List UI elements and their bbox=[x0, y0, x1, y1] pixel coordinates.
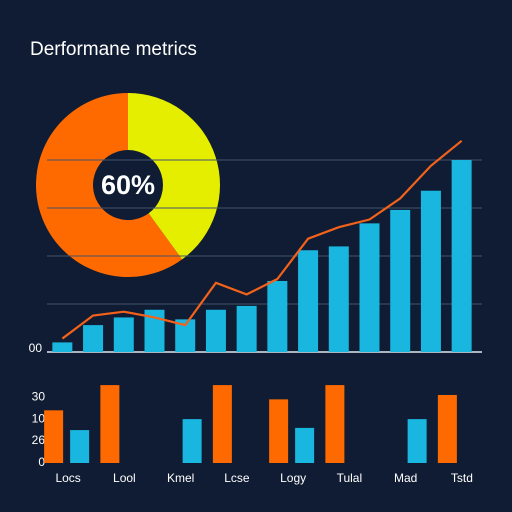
bar bbox=[359, 223, 380, 352]
line bbox=[61, 139, 463, 340]
dashboard-title: Derformane metrics bbox=[30, 39, 197, 60]
bar bbox=[295, 427, 315, 463]
y-tick-label: 0 bbox=[38, 455, 45, 469]
bar bbox=[451, 160, 472, 352]
bar bbox=[390, 209, 411, 352]
bar bbox=[325, 385, 345, 463]
x-tick-label: Tulal bbox=[337, 471, 363, 485]
bar bbox=[182, 419, 202, 463]
pie-slice bbox=[128, 93, 221, 260]
bar bbox=[70, 430, 90, 463]
bar bbox=[269, 399, 289, 463]
bar bbox=[52, 342, 73, 352]
bar bbox=[83, 325, 104, 352]
x-tick-label: Lool bbox=[113, 471, 136, 485]
y-tick-label: 00 bbox=[29, 341, 43, 355]
x-tick-label: Tstd bbox=[451, 471, 473, 485]
bar bbox=[113, 317, 134, 352]
bar bbox=[175, 319, 196, 352]
pie-center-label: 60% bbox=[101, 170, 155, 200]
bar bbox=[144, 309, 165, 352]
y-tick-label: 26 bbox=[32, 433, 46, 447]
bar bbox=[205, 309, 226, 352]
x-tick-label: Logy bbox=[280, 471, 306, 485]
y-tick-label: 30 bbox=[32, 389, 46, 403]
x-tick-label: Kmel bbox=[167, 471, 194, 485]
bar bbox=[328, 246, 349, 352]
bar bbox=[44, 410, 64, 463]
bar bbox=[437, 394, 457, 463]
bar bbox=[100, 385, 120, 463]
bar bbox=[212, 385, 232, 463]
bar bbox=[236, 305, 257, 352]
x-tick-label: Lcse bbox=[224, 471, 250, 485]
pie-slice bbox=[36, 93, 183, 277]
x-tick-label: Mad bbox=[394, 471, 417, 485]
bar bbox=[407, 419, 427, 463]
x-tick-label: Locs bbox=[55, 471, 80, 485]
y-tick-label: 10 bbox=[32, 411, 46, 425]
bar bbox=[298, 250, 319, 352]
bar bbox=[267, 280, 288, 352]
bar bbox=[420, 190, 441, 352]
